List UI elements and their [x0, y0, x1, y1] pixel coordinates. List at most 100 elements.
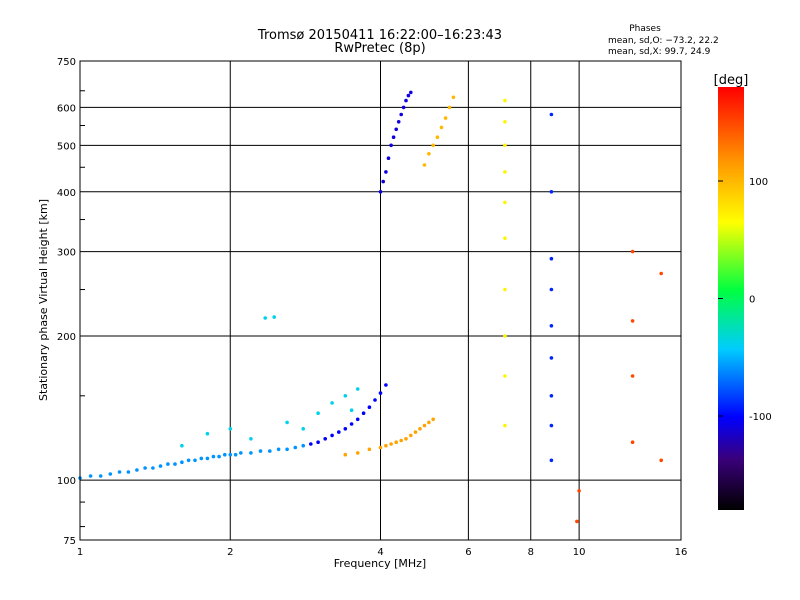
data-point: [409, 433, 413, 438]
data-point: [503, 287, 507, 292]
data-point: [413, 430, 418, 434]
legend-line-o: mean, sd,O: −73.2, 22.2: [608, 36, 719, 46]
data-point: [422, 423, 427, 428]
y-tick-label: 750: [57, 57, 76, 68]
y-tick-label: 300: [57, 248, 76, 259]
data-point: [367, 405, 372, 410]
x-tick-label: 4: [377, 547, 383, 558]
data-point: [404, 437, 408, 441]
data-point: [126, 470, 131, 474]
data-point: [343, 394, 348, 398]
data-point: [409, 90, 413, 95]
data-point: [451, 95, 456, 100]
data-point: [88, 474, 93, 478]
data-point: [349, 422, 354, 426]
data-point: [443, 116, 448, 120]
data-point: [228, 427, 233, 431]
data-point: [205, 431, 210, 436]
data-point: [503, 334, 507, 338]
data-point: [549, 324, 554, 328]
data-point: [343, 452, 348, 457]
data-point: [503, 170, 507, 174]
data-point: [404, 98, 408, 103]
data-point: [316, 440, 320, 445]
data-point: [503, 200, 507, 205]
data-point: [293, 445, 298, 450]
data-point: [367, 447, 372, 452]
data-point: [389, 143, 393, 148]
data-point: [659, 458, 663, 463]
data-point: [355, 451, 360, 455]
y-tick-label: 75: [63, 536, 76, 547]
data-point: [384, 443, 388, 448]
data-point: [394, 127, 399, 132]
data-point: [180, 460, 184, 465]
colorbar-tick-label: -100: [749, 412, 772, 423]
data-point: [549, 287, 554, 292]
data-point: [394, 440, 399, 445]
data-point: [361, 411, 366, 416]
legend-line-x: mean, sd,X: 99.7, 24.9: [608, 47, 711, 57]
data-point: [503, 423, 507, 428]
data-point: [272, 315, 277, 319]
data-point: [549, 458, 554, 463]
data-point: [249, 451, 253, 455]
chart-title: Tromsø 20150411 16:22:00–16:23:43: [257, 28, 502, 43]
data-point: [258, 449, 263, 453]
colorbar-ticks: 100 0 -100: [718, 177, 772, 423]
chart-subtitle: RwPretec (8p): [334, 41, 425, 56]
y-tick-label: 400: [57, 188, 76, 199]
colorbar-tick-label: 0: [749, 295, 755, 306]
data-point: [228, 452, 233, 457]
data-point: [431, 143, 436, 148]
data-point: [276, 447, 281, 452]
data-point: [223, 452, 227, 457]
colorbar-label: [deg]: [714, 73, 749, 88]
data-point: [503, 236, 507, 240]
data-point: [422, 163, 427, 167]
x-tick-label: 6: [465, 547, 471, 558]
data-point: [549, 256, 554, 261]
data-point: [630, 249, 635, 254]
data-point: [285, 447, 289, 452]
points-layer: [78, 90, 663, 524]
data-point: [330, 401, 334, 405]
data-point: [301, 443, 306, 448]
data-point: [205, 456, 210, 461]
data-point: [549, 112, 554, 117]
data-point: [386, 156, 391, 160]
data-point: [549, 356, 554, 360]
y-tick-label: 500: [57, 141, 76, 152]
data-point: [186, 458, 191, 463]
data-point: [211, 454, 216, 459]
data-point: [301, 427, 306, 431]
data-point: [323, 437, 328, 441]
data-point: [439, 125, 444, 130]
x-tick-label: 2: [227, 547, 233, 558]
data-point: [378, 391, 383, 395]
data-point: [239, 451, 243, 455]
data-point: [630, 440, 635, 445]
y-tick-label: 200: [57, 332, 76, 343]
data-point: [447, 105, 452, 110]
data-point: [396, 120, 401, 124]
grid-layer: [80, 61, 681, 540]
data-point: [166, 462, 170, 466]
data-point: [199, 456, 204, 461]
data-point: [659, 271, 663, 276]
data-point: [384, 383, 388, 387]
data-point: [549, 190, 554, 194]
data-point: [427, 152, 431, 156]
data-point: [249, 437, 253, 441]
data-point: [427, 420, 431, 425]
data-point: [399, 112, 404, 117]
x-tick-label: 16: [675, 547, 688, 558]
x-tick-label: 8: [528, 547, 534, 558]
data-point: [389, 442, 393, 446]
data-point: [108, 472, 113, 476]
data-point: [98, 474, 103, 478]
data-point: [373, 398, 377, 402]
data-point: [381, 179, 386, 184]
data-point: [503, 143, 507, 148]
